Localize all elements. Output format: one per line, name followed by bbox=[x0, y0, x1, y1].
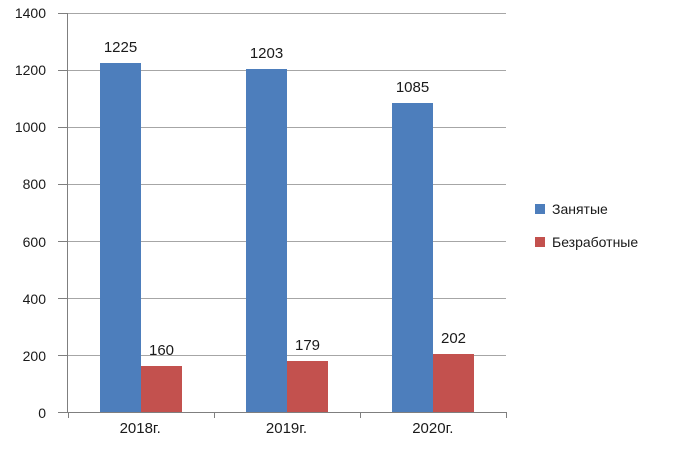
y-tick-label: 200 bbox=[22, 347, 46, 364]
y-tick-label: 400 bbox=[22, 290, 46, 307]
y-tick bbox=[58, 184, 68, 185]
y-tick bbox=[58, 70, 68, 71]
gridline bbox=[68, 298, 506, 299]
legend-item-employed: Занятые bbox=[535, 199, 638, 219]
x-tick bbox=[359, 412, 361, 418]
legend-item-unemployed: Безработные bbox=[535, 232, 638, 252]
y-tick-label: 1000 bbox=[14, 119, 46, 136]
gridline bbox=[68, 127, 506, 128]
bar-value-label: 1225 bbox=[103, 38, 138, 56]
gridline bbox=[68, 241, 506, 242]
x-category-label: 2018г. bbox=[119, 420, 161, 437]
y-tick-label: 800 bbox=[22, 176, 46, 193]
bar-Безработные: 202 bbox=[433, 330, 474, 412]
bar-value-label: 179 bbox=[294, 337, 321, 354]
bar-Безработные: 160 bbox=[141, 342, 182, 412]
bar-value-label: 1085 bbox=[395, 78, 430, 96]
y-tick-label: 1200 bbox=[14, 62, 46, 79]
x-tick bbox=[68, 412, 69, 418]
bar-Занятые: 1203 bbox=[246, 45, 287, 412]
y-axis-labels: 0 200 400 600 800 1000 1200 1400 bbox=[0, 5, 52, 421]
y-tick-label: 0 bbox=[38, 405, 46, 421]
gridline bbox=[68, 355, 506, 356]
bar-value-label: 1203 bbox=[249, 45, 284, 63]
y-tick bbox=[58, 127, 68, 128]
x-axis-labels: 2018г. 2019г. 2020г. bbox=[67, 420, 506, 437]
legend: Занятые Безработные bbox=[535, 199, 638, 252]
x-tick bbox=[506, 412, 507, 418]
bar-group: 1203 179 bbox=[214, 13, 360, 412]
bar-Занятые: 1085 bbox=[392, 79, 433, 412]
bar-value-label: 160 bbox=[148, 342, 175, 360]
legend-label-employed: Занятые bbox=[552, 201, 608, 217]
y-tick bbox=[58, 241, 68, 242]
bar-groups: 1225 160 1203 179 1085 202 bbox=[68, 13, 506, 412]
y-tick-label: 600 bbox=[22, 233, 46, 250]
y-tick bbox=[58, 412, 68, 413]
legend-swatch-unemployed-icon bbox=[535, 237, 545, 247]
y-tick bbox=[58, 355, 68, 356]
legend-label-unemployed: Безработные bbox=[552, 234, 639, 250]
y-tick-label: 1400 bbox=[14, 5, 46, 21]
bar-Безработные: 179 bbox=[287, 337, 328, 412]
bar-group: 1225 160 bbox=[68, 13, 214, 412]
x-category-label: 2019г. bbox=[265, 420, 308, 437]
gridline bbox=[68, 13, 506, 14]
y-tick bbox=[58, 298, 68, 299]
gridline bbox=[68, 184, 506, 185]
bar-Занятые: 1225 bbox=[100, 39, 141, 412]
plot-area: 1225 160 1203 179 1085 202 bbox=[58, 13, 507, 418]
bar-group: 1085 202 bbox=[360, 13, 506, 412]
y-tick bbox=[58, 13, 68, 14]
x-category-label: 2020г. bbox=[412, 420, 454, 437]
bar-value-label: 202 bbox=[440, 330, 467, 348]
x-tick bbox=[213, 412, 215, 418]
legend-swatch-employed-icon bbox=[535, 204, 545, 214]
gridline bbox=[68, 70, 506, 71]
